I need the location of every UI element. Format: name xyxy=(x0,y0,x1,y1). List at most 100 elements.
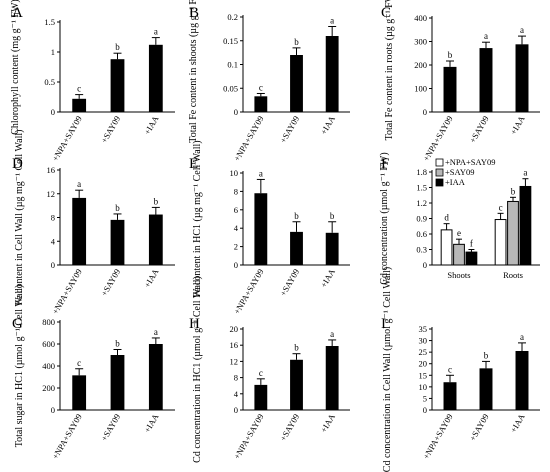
y-tick-label: 20 xyxy=(419,359,428,369)
y-tick-label: 1.5 xyxy=(44,17,55,27)
panel-letter: D xyxy=(12,156,23,172)
significance-letter: c xyxy=(77,84,81,94)
y-tick-label: 300 xyxy=(414,37,427,47)
significance-letter: a xyxy=(484,31,488,41)
y-tick-label: 2 xyxy=(234,242,238,252)
panel-letter: C xyxy=(381,5,391,21)
y-tick-label: 8 xyxy=(51,213,55,223)
significance-letter: a xyxy=(154,327,158,337)
bar xyxy=(465,251,478,266)
y-axis-label: Chlorophyll content (mg g⁻¹ FW) xyxy=(10,0,21,135)
significance-letter: f xyxy=(470,239,473,249)
y-tick-label: 400 xyxy=(414,13,427,23)
significance-letter: b xyxy=(294,211,299,221)
y-tick-label: 100 xyxy=(414,84,427,94)
x-tick-label: Roots xyxy=(503,270,523,280)
x-tick-label: +NPA+SAY09 xyxy=(50,114,84,163)
y-tick-label: 16 xyxy=(47,165,56,175)
y-tick-label: 0 xyxy=(234,107,238,117)
bar xyxy=(515,44,529,112)
panel-letter: G xyxy=(12,316,23,332)
x-tick-label: +IAA xyxy=(142,411,161,434)
bar xyxy=(479,368,493,410)
x-tick-label: +IAA xyxy=(318,266,337,289)
y-tick-label: 10 xyxy=(419,382,428,392)
significance-letter: c xyxy=(77,358,81,368)
y-tick-label: 0 xyxy=(234,405,238,415)
legend: +NPA+SAY09+SAY09+IAA xyxy=(435,157,496,187)
x-tick-label: +IAA xyxy=(508,113,527,136)
significance-letter: b xyxy=(511,186,516,196)
y-tick-label: 0 xyxy=(51,107,55,117)
x-tick-label: +IAA xyxy=(142,266,161,289)
y-tick-label: 16 xyxy=(230,340,239,350)
y-tick-label: 0 xyxy=(234,260,238,270)
panel-f: FCd concentration (µmol g⁻¹ FW) 0 0.3 0.6 0.… xyxy=(379,152,540,285)
significance-letter: b xyxy=(294,37,299,47)
y-tick-label: 0 xyxy=(423,260,427,270)
legend-swatch xyxy=(435,178,444,187)
x-tick-label: Shoots xyxy=(447,270,470,280)
legend-entry: +NPA+SAY09 xyxy=(445,157,496,167)
x-tick-label: +NPA+SAY09 xyxy=(232,267,266,316)
significance-letter: a xyxy=(520,332,524,342)
panel-letter: A xyxy=(12,5,23,21)
y-tick-label: 8 xyxy=(234,373,238,383)
y-axis-label: Total Fe content in shoots (µg g⁻¹ FW) xyxy=(188,0,199,143)
bar xyxy=(515,350,529,410)
significance-letter: b xyxy=(448,50,453,60)
bar xyxy=(453,243,465,266)
y-tick-label: 8 xyxy=(234,186,238,196)
bar xyxy=(110,355,125,410)
x-tick-label: +NPA+SAY09 xyxy=(232,412,266,461)
y-axis-label: Cd concentration (µmol g⁻¹ FW) xyxy=(379,152,390,284)
y-tick-label: 0 xyxy=(51,260,55,270)
y-tick-label: 200 xyxy=(414,60,427,70)
x-tick-label: +NPA+SAY09 xyxy=(232,114,266,163)
y-tick-label: 1.2 xyxy=(416,198,427,208)
significance-letter: a xyxy=(330,329,334,339)
bar xyxy=(110,59,125,112)
significance-letter: a xyxy=(154,27,158,37)
x-tick-label: +SAY09 xyxy=(278,114,301,145)
panel-letter: H xyxy=(189,316,200,332)
y-tick-label: 0.05 xyxy=(223,83,238,93)
bar xyxy=(254,384,268,410)
x-tick-label: +SAY09 xyxy=(99,114,122,145)
y-tick-label: 0.5 xyxy=(44,77,55,87)
y-axis-label: Fe content in Cell Wall (µg mg⁻¹ Cell Wa… xyxy=(14,130,25,306)
x-tick-label: +IAA xyxy=(318,411,337,434)
bar xyxy=(254,193,268,265)
significance-letter: a xyxy=(523,168,527,178)
bar xyxy=(290,359,303,410)
panel-i: ICd concentration in Cell Wall (µmol g⁻¹… xyxy=(381,267,540,472)
x-tick-label: +NPA+SAY09 xyxy=(421,114,455,163)
significance-letter: b xyxy=(115,203,120,213)
y-tick-label: 1.5 xyxy=(416,183,427,193)
y-axis-label: Cd concentration in HC1 (µmol g⁻¹ Cell W… xyxy=(192,276,203,463)
significance-letter: d xyxy=(444,213,449,223)
y-tick-label: 1.8 xyxy=(416,167,427,177)
bar xyxy=(254,96,268,112)
bar xyxy=(443,66,457,112)
significance-letter: c xyxy=(448,364,452,374)
panel-letter: B xyxy=(189,5,199,21)
x-tick-label: +IAA xyxy=(142,113,161,136)
y-tick-label: 800 xyxy=(42,317,55,327)
x-tick-label: +SAY09 xyxy=(467,114,490,145)
significance-letter: c xyxy=(259,82,263,92)
legend-entry: +SAY09 xyxy=(445,167,475,177)
x-tick-label: +SAY09 xyxy=(99,267,122,298)
y-tick-label: 35 xyxy=(419,324,428,334)
bar xyxy=(290,231,303,265)
bar xyxy=(72,375,87,410)
bar xyxy=(443,382,457,410)
y-tick-label: 600 xyxy=(42,339,55,349)
y-tick-label: 12 xyxy=(230,356,239,366)
legend-swatch xyxy=(435,158,444,167)
panel-h: HCd concentration in HC1 (µmol g⁻¹ Cell … xyxy=(189,276,350,463)
